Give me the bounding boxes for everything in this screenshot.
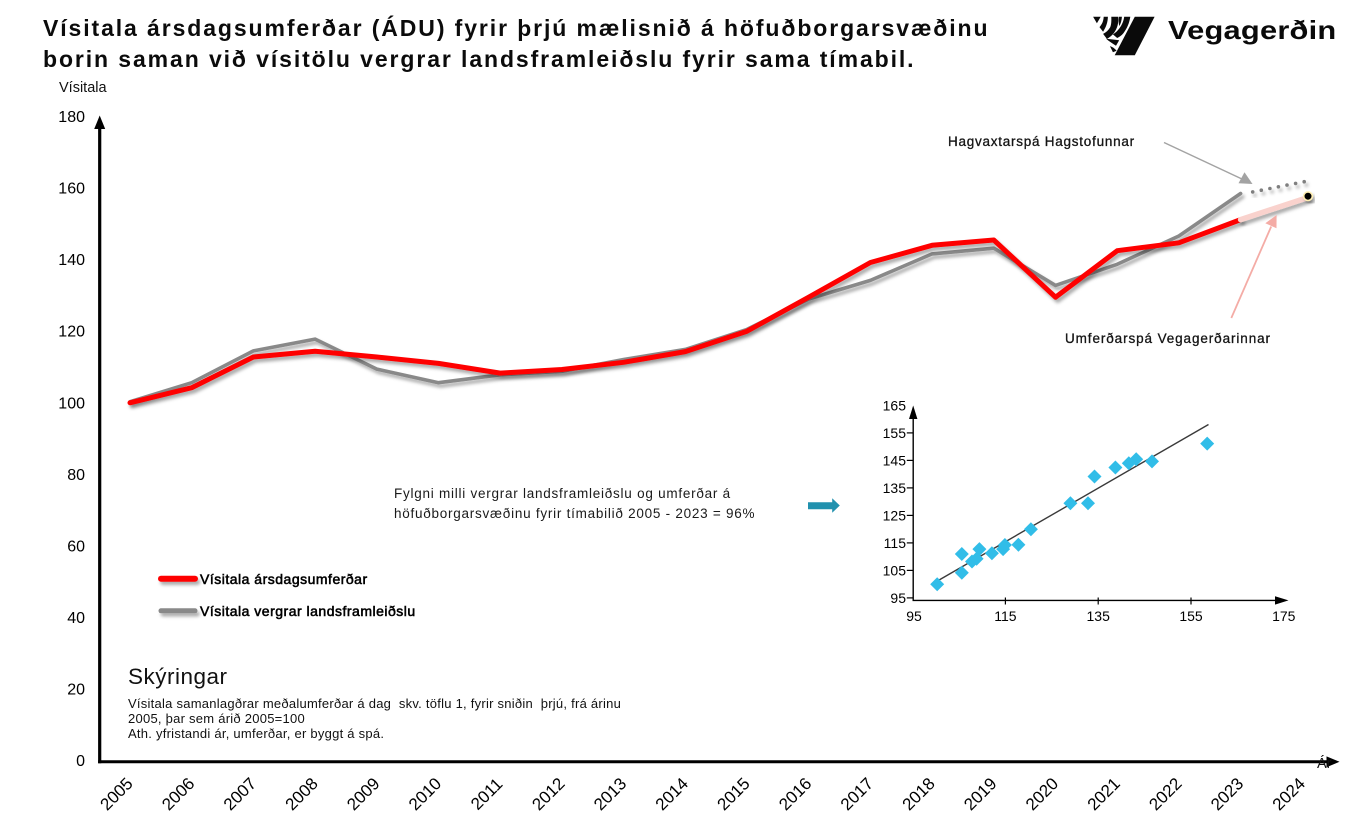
svg-text:115: 115: [994, 608, 1017, 624]
svg-text:115: 115: [884, 535, 907, 551]
svg-text:0: 0: [76, 753, 85, 770]
svg-text:2020: 2020: [1022, 774, 1062, 814]
svg-text:2006: 2006: [158, 774, 198, 814]
svg-text:2014: 2014: [652, 774, 692, 814]
svg-text:Ár: Ár: [1317, 755, 1332, 772]
svg-text:2024: 2024: [1269, 774, 1309, 814]
svg-text:100: 100: [58, 395, 85, 412]
svg-text:160: 160: [58, 181, 85, 198]
svg-text:165: 165: [883, 397, 907, 413]
svg-text:2010: 2010: [405, 774, 445, 814]
svg-text:135: 135: [883, 480, 907, 496]
svg-text:2019: 2019: [960, 774, 1000, 814]
svg-text:180: 180: [58, 109, 85, 126]
svg-text:155: 155: [1179, 608, 1203, 624]
svg-text:2023: 2023: [1207, 774, 1247, 814]
svg-text:2015: 2015: [714, 774, 754, 814]
svg-text:40: 40: [67, 610, 85, 627]
svg-text:2022: 2022: [1145, 774, 1185, 814]
svg-text:2008: 2008: [282, 774, 322, 814]
svg-text:175: 175: [1272, 608, 1296, 624]
svg-text:155: 155: [883, 425, 907, 441]
svg-text:135: 135: [1087, 608, 1111, 624]
svg-text:2017: 2017: [837, 774, 877, 814]
svg-text:145: 145: [883, 452, 907, 468]
svg-text:2016: 2016: [775, 774, 815, 814]
svg-text:60: 60: [67, 538, 85, 555]
svg-text:2018: 2018: [899, 774, 939, 814]
svg-text:140: 140: [58, 252, 85, 269]
svg-text:2013: 2013: [590, 774, 630, 814]
svg-text:20: 20: [67, 682, 85, 699]
svg-text:120: 120: [58, 324, 85, 341]
svg-text:105: 105: [883, 562, 907, 578]
svg-text:2012: 2012: [528, 774, 568, 814]
svg-text:2007: 2007: [220, 774, 260, 814]
svg-text:2021: 2021: [1084, 774, 1124, 814]
svg-text:95: 95: [906, 608, 922, 624]
svg-text:80: 80: [67, 467, 85, 484]
svg-text:2005: 2005: [97, 774, 137, 814]
svg-text:125: 125: [883, 507, 907, 523]
svg-text:2011: 2011: [467, 774, 506, 813]
svg-text:2009: 2009: [343, 774, 383, 814]
svg-text:95: 95: [890, 590, 906, 606]
